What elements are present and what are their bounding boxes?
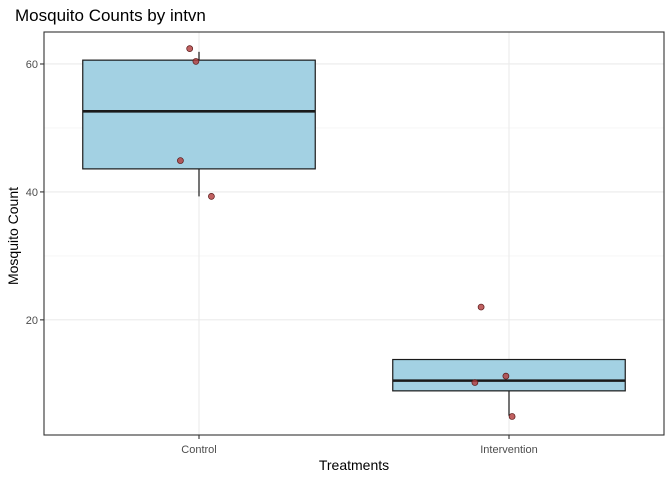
data-point <box>192 58 200 65</box>
data-point <box>508 413 516 420</box>
y-tick-label: 40 <box>26 187 38 199</box>
x-axis-title: Treatments <box>319 457 389 473</box>
box-control <box>82 59 316 170</box>
chart-title: Mosquito Counts by intvn <box>15 6 206 25</box>
data-point <box>177 157 184 164</box>
plot-panel <box>43 31 665 436</box>
data-point <box>471 379 479 386</box>
x-tick-label: Control <box>181 444 216 456</box>
data-point <box>502 372 510 380</box>
y-tick-label: 20 <box>26 315 38 327</box>
y-tick-label: 60 <box>26 59 38 71</box>
y-axis-title: Mosquito Count <box>5 187 21 285</box>
panel-border <box>43 31 665 436</box>
data-point <box>208 193 215 200</box>
data-point <box>477 303 485 311</box>
x-tick-label: Intervention <box>480 444 537 456</box>
data-point <box>186 45 194 52</box>
